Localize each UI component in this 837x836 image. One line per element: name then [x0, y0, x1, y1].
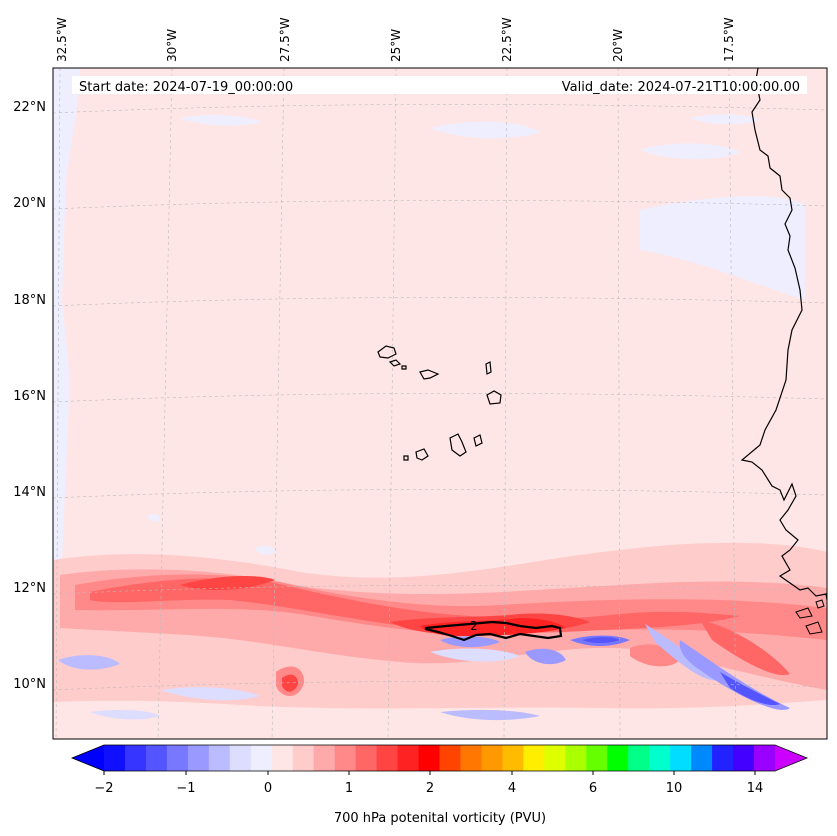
colorbar-ticks [103, 771, 756, 775]
lat-label: 16°N [13, 389, 46, 404]
colorbar-extend-min [72, 745, 104, 771]
colorbar-cell [439, 745, 462, 771]
colorbar-tick-label: 4 [508, 781, 516, 796]
colorbar-cell [355, 745, 378, 771]
colorbar-cell [208, 745, 231, 771]
colorbar-cell [292, 745, 315, 771]
colorbar-cell [460, 745, 483, 771]
colorbar-cells [104, 745, 776, 771]
colorbar-cell [733, 745, 755, 771]
colorbar-tick-label: 6 [589, 781, 597, 796]
colorbar-cell [376, 745, 399, 771]
negative-pv-streaks [58, 624, 790, 721]
cape-verde-islands [377, 345, 502, 461]
colorbar-cell [418, 745, 441, 771]
colorbar-tick-labels: −2 −1 0 1 2 4 6 10 14 [94, 781, 763, 796]
latitude-labels: 22°N 20°N 18°N 16°N 14°N 12°N 10°N [13, 100, 46, 692]
lon-label: 30°W [165, 29, 179, 62]
colorbar-tick-label: 0 [264, 781, 272, 796]
map-frame [52, 67, 828, 740]
colorbar-cell [523, 745, 545, 771]
colorbar-tick-label: 1 [345, 781, 353, 796]
coastal-islands [795, 599, 825, 635]
valid-date-label: Valid_date: 2024-07-21T10:00:00.00 [562, 80, 800, 95]
colorbar-cell [544, 745, 566, 771]
colorbar-cell [124, 745, 147, 771]
graticule [52, 67, 828, 740]
colorbar-cell [271, 745, 294, 771]
colorbar-cell [104, 745, 126, 771]
lon-label: 17.5°W [722, 17, 736, 62]
colorbar-cell [754, 745, 776, 771]
date-header-background [72, 76, 807, 94]
lon-label: 27.5°W [278, 17, 292, 62]
colorbar-cell [649, 745, 671, 771]
start-date-label: Start date: 2024-07-19_00:00:00 [79, 80, 293, 95]
colorbar-cell [481, 745, 504, 771]
lat-label: 10°N [13, 677, 46, 692]
colorbar-cell [166, 745, 189, 771]
lat-label: 14°N [13, 485, 46, 500]
colorbar-cell [712, 745, 734, 771]
colorbar-extend-max [775, 745, 807, 771]
colorbar-cell [628, 745, 650, 771]
lat-label: 18°N [13, 293, 46, 308]
colorbar-cell [250, 745, 273, 771]
lat-label: 22°N [13, 100, 46, 115]
colorbar-cell [586, 745, 608, 771]
lon-label: 32.5°W [55, 17, 69, 62]
colorbar-cell [229, 745, 252, 771]
colorbar-cell [670, 745, 692, 771]
colorbar-title: 700 hPa potenital vorticity (PVU) [334, 811, 546, 826]
negative-pv-patches [53, 68, 805, 580]
colorbar-tick-label: −2 [94, 781, 113, 796]
lat-label: 12°N [13, 581, 46, 596]
colorbar-tick-label: 2 [426, 781, 434, 796]
colorbar-cell [397, 745, 420, 771]
africa-coastline [740, 67, 828, 601]
pv-2-contour [424, 620, 563, 642]
longitude-labels: 32.5°W 30°W 27.5°W 25°W 22.5°W 20°W 17.5… [55, 17, 736, 62]
colorbar-cell [691, 745, 713, 771]
lat-label: 20°N [13, 196, 46, 211]
contour-label: 2 [470, 619, 478, 633]
colorbar-tick-label: 14 [747, 781, 764, 796]
colorbar-cell [145, 745, 168, 771]
colorbar-cell [334, 745, 357, 771]
colorbar-tick-label: −1 [176, 781, 195, 796]
colorbar-cell [607, 745, 629, 771]
lon-label: 25°W [389, 29, 403, 62]
lon-label: 20°W [611, 29, 625, 62]
colorbar-cell [313, 745, 336, 771]
lon-label: 22.5°W [500, 17, 514, 62]
colorbar: −2 −1 0 1 2 4 6 10 14 700 hPa potenital … [70, 744, 809, 826]
colorbar-cell [565, 745, 587, 771]
colorbar-tick-label: 10 [666, 781, 683, 796]
colorbar-cell [502, 745, 524, 771]
colorbar-cell [187, 745, 210, 771]
map-panel: 2 Start date: 2024-07-19_00:00:00 Valid_… [52, 67, 828, 740]
